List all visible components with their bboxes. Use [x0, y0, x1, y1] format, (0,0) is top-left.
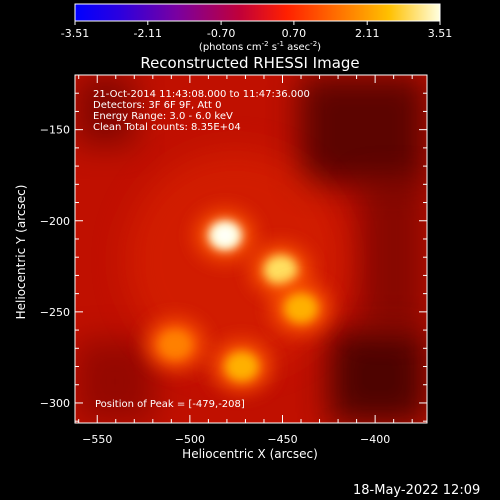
x-axis: −550 −500 −450 −400 — [78, 75, 413, 446]
info-line: Energy Range: 3.0 - 6.0 keV — [93, 111, 233, 122]
heatmap-image — [75, 75, 427, 423]
info-line: 21-Oct-2014 11:43:08.000 to 11:47:36.000 — [93, 89, 310, 100]
colorbar-tick-label: 3.51 — [428, 27, 453, 40]
emission-source — [271, 282, 332, 335]
emission-source — [195, 209, 256, 262]
y-axis-label: Heliocentric Y (arcsec) — [14, 185, 28, 320]
chart-title: Reconstructed RHESSI Image — [140, 54, 359, 72]
colorbar-units: (photons cm-2 s-1 asec-2) — [199, 40, 321, 53]
y-tick-label: −200 — [40, 215, 70, 228]
colorbar-tick-label: 0.70 — [282, 27, 307, 40]
info-line: Clean Total counts: 8.35E+04 — [93, 122, 241, 133]
peak-position: Position of Peak = [-479,-208] — [95, 399, 245, 410]
plot-frame — [74, 74, 428, 424]
y-tick-label: −150 — [40, 124, 70, 137]
emission-source — [145, 318, 206, 371]
image-info: 21-Oct-2014 11:43:08.000 to 11:47:36.000… — [93, 89, 310, 133]
y-tick-label: −250 — [40, 306, 70, 319]
colorbar-tick-label: 2.11 — [355, 27, 380, 40]
emission-source — [211, 340, 272, 393]
x-tick-label: −400 — [360, 433, 390, 446]
x-axis-label: Heliocentric X (arcsec) — [182, 447, 318, 461]
colorbar-ticks: -3.51 -2.11 -0.70 0.70 2.11 3.51 — [61, 21, 452, 40]
y-tick-label: −300 — [40, 397, 70, 410]
colorbar-tick-label: -3.51 — [61, 27, 89, 40]
timestamp: 18-May-2022 12:09 — [353, 483, 480, 498]
colorbar-tick-label: -2.11 — [134, 27, 162, 40]
colorbar — [74, 3, 441, 22]
x-tick-label: −500 — [175, 433, 205, 446]
info-line: Detectors: 3F 6F 9F, Att 0 — [93, 100, 221, 111]
x-tick-label: −550 — [82, 433, 112, 446]
x-tick-label: −450 — [267, 433, 297, 446]
colorbar-tick-label: -0.70 — [207, 27, 235, 40]
y-axis: −150 −200 −250 −300 — [40, 74, 427, 422]
